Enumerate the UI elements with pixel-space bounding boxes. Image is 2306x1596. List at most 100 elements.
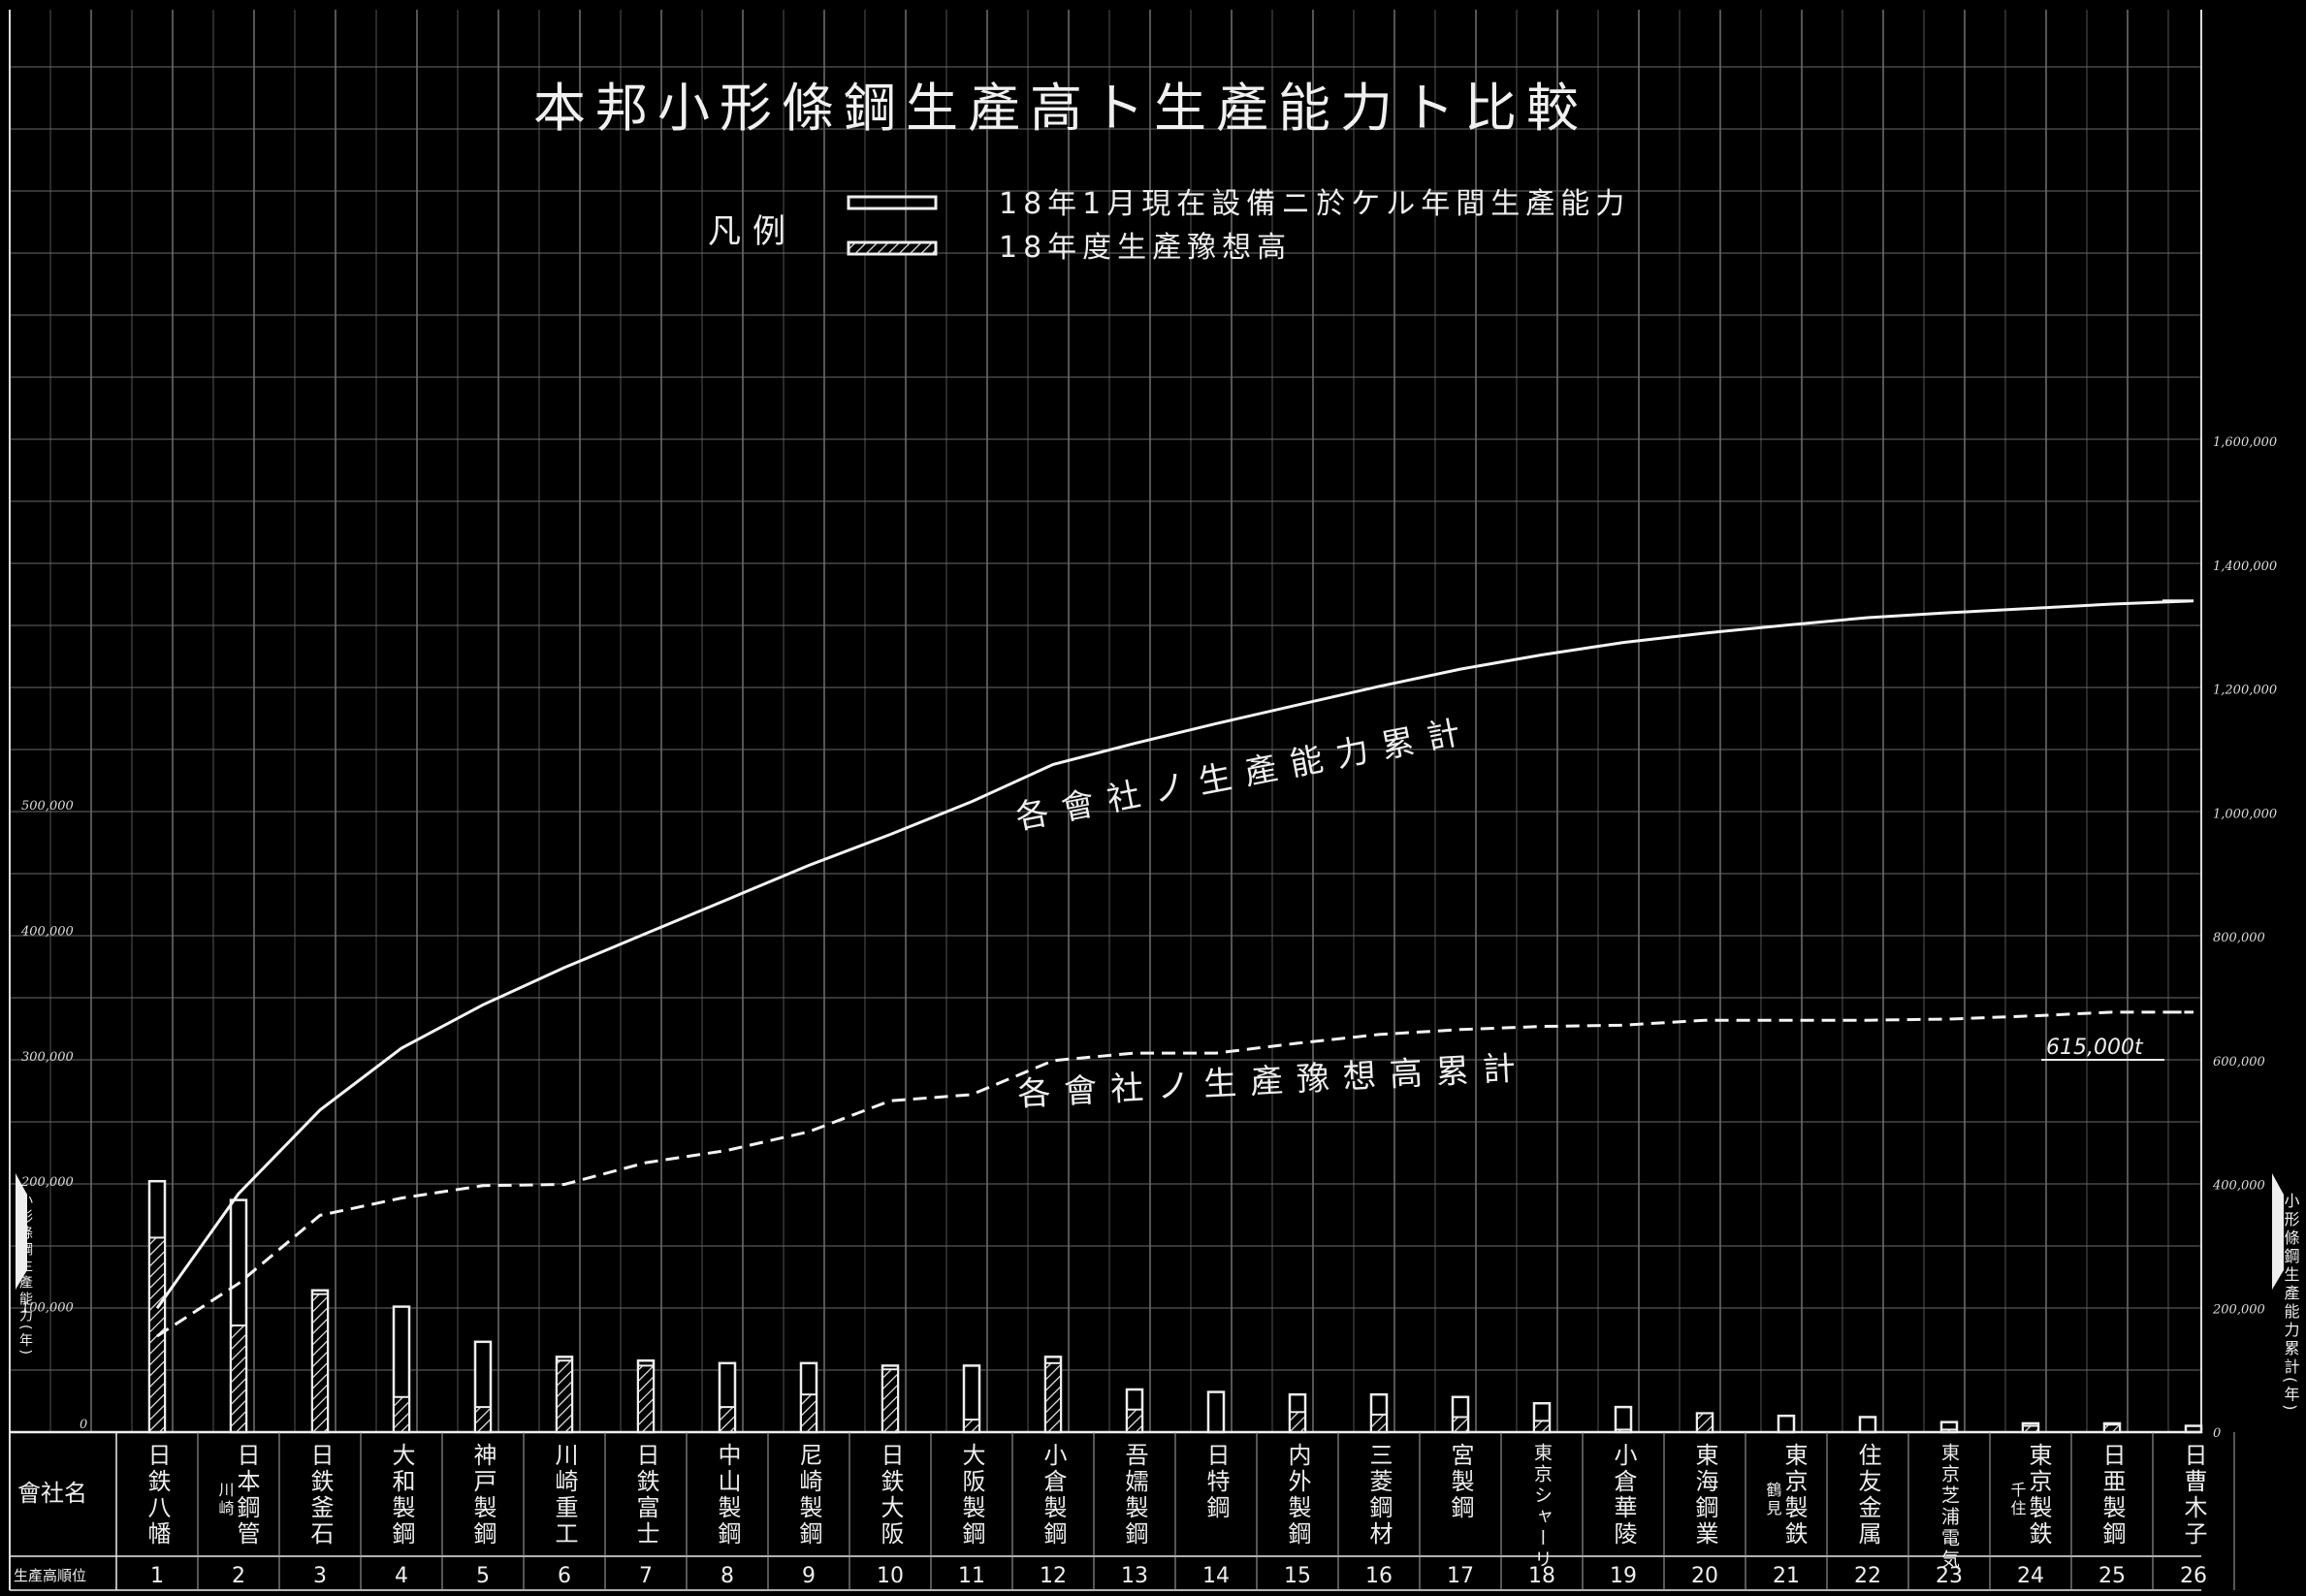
rank-number: 17: [1447, 1564, 1474, 1588]
rank-number: 24: [2017, 1564, 2044, 1588]
rank-number: 19: [1610, 1564, 1637, 1588]
rank-number: 25: [2098, 1564, 2126, 1588]
legend-heading: 凡例: [708, 212, 797, 251]
company-name: 三菱鋼材: [1365, 1443, 1393, 1548]
forecast-bar: [1044, 1361, 1062, 1433]
left-axis-tick-label: 300,000: [21, 1050, 74, 1065]
company-name: 日亜製鋼: [2098, 1443, 2126, 1548]
capacity-bar: [1614, 1405, 1633, 1434]
company-name: 吾嬬製鋼: [1121, 1443, 1148, 1548]
left-axis-zero-label: 0: [80, 1418, 87, 1432]
company-name: 鶴見: [1764, 1482, 1782, 1518]
company-name: 日鉄八幡: [144, 1443, 171, 1548]
capacity-bar: [1858, 1416, 1877, 1434]
company-name: 東京芝浦電気: [1938, 1443, 1960, 1571]
left-axis-tick-label: 400,000: [20, 924, 74, 939]
company-name: 東京シャーリ: [1531, 1443, 1553, 1571]
company-name: 東京製鉄: [2025, 1443, 2052, 1548]
company-name: 千住: [2008, 1482, 2027, 1518]
forecast-bar: [230, 1325, 247, 1434]
company-name: 宮製鋼: [1447, 1443, 1474, 1521]
forecast-bar: [311, 1293, 329, 1434]
rank-number: 10: [877, 1564, 904, 1588]
forecast-bar: [1696, 1412, 1713, 1433]
rank-number: 3: [313, 1564, 327, 1588]
forecast-bar: [474, 1406, 492, 1433]
right-axis-tick-label: 1,600,000: [2213, 435, 2277, 450]
cumulative-forecast-line: [156, 1010, 2194, 1338]
legend-label-forecast: 18年度生產豫想高: [999, 231, 1292, 265]
rank-number: 20: [1691, 1564, 1718, 1588]
left-axis-tick-label: 500,000: [21, 799, 74, 814]
company-name: 川崎: [216, 1482, 235, 1518]
forecast-bar: [800, 1393, 817, 1434]
row-header-rank: 生產高順位: [14, 1567, 86, 1584]
company-name: 中山製鋼: [714, 1443, 741, 1548]
chart-title: 本邦小形條鋼生產高ト生產能力ト比較: [533, 78, 1588, 139]
rank-number: 8: [721, 1564, 734, 1588]
forecast-bar: [637, 1364, 655, 1433]
right-axis-tick-label: 200,000: [2212, 1302, 2265, 1317]
legend-swatch-open: [847, 195, 938, 210]
rank-number: 6: [558, 1564, 571, 1588]
bars: [147, 1179, 2203, 1434]
company-name: 日本鋼管: [233, 1443, 260, 1548]
right-axis-marker: [2272, 1173, 2284, 1290]
row-header-company: 會社名: [17, 1480, 87, 1507]
rank-number: 5: [476, 1564, 490, 1588]
forecast-bar: [1452, 1416, 1469, 1434]
rank-number: 18: [1528, 1564, 1555, 1588]
forecast-bar: [393, 1395, 410, 1433]
forecast-bar: [881, 1368, 899, 1434]
rank-number: 13: [1121, 1564, 1148, 1588]
capacity-bar: [1206, 1390, 1226, 1434]
right-axis-tick-label: 0: [2213, 1426, 2221, 1441]
rank-number: 2: [232, 1564, 245, 1588]
company-name: 東京製鉄: [1780, 1443, 1808, 1548]
company-name: 尼崎製鋼: [795, 1443, 822, 1548]
company-name: 日鉄大阪: [877, 1443, 904, 1548]
company-name: 川崎重工: [551, 1443, 578, 1548]
company-name: 東海鋼業: [1691, 1443, 1718, 1548]
company-name: 日鉄富士: [632, 1443, 659, 1548]
company-name: 小倉製鋼: [1040, 1443, 1067, 1548]
forecast-bar: [1533, 1420, 1551, 1434]
right-axis-tick-label: 800,000: [2213, 931, 2265, 945]
company-name: 日特鋼: [1202, 1443, 1230, 1521]
rank-number: 22: [1854, 1564, 1881, 1588]
rank-number: 7: [639, 1564, 653, 1588]
forecast-bar: [1126, 1408, 1143, 1434]
forecast-bar: [963, 1419, 980, 1434]
company-name: 神戸製鋼: [469, 1443, 496, 1548]
left-axis-tick-label: 200,000: [20, 1175, 74, 1190]
company-name: 日曹木子: [2180, 1443, 2207, 1548]
right-axis-tick-label: 600,000: [2213, 1055, 2265, 1069]
rank-number: 14: [1202, 1564, 1230, 1588]
axes: 100,000 200,000 300,000 400,000 500,000 0 0 200…: [9, 10, 2300, 1590]
right-axis-tick-label: 400,000: [2212, 1179, 2265, 1194]
rank-number: 26: [2180, 1564, 2207, 1588]
cumulative-capacity-line: [155, 599, 2194, 1310]
forecast-bar: [1289, 1411, 1306, 1434]
forecast-bar: [556, 1359, 573, 1433]
company-name: 内外製鋼: [1284, 1443, 1311, 1548]
company-name: 小倉華陵: [1610, 1443, 1637, 1548]
right-axis-tick-label: 1,200,000: [2213, 684, 2277, 698]
company-name: 大阪製鋼: [958, 1443, 985, 1548]
forecast-bar: [719, 1406, 736, 1433]
company-name: 大和製鋼: [388, 1443, 415, 1548]
left-axis-tick-label: 100,000: [21, 1301, 74, 1316]
rank-number: 11: [958, 1564, 985, 1588]
rank-number: 4: [395, 1564, 408, 1588]
company-name: 日鉄釜石: [306, 1443, 334, 1548]
right-axis-tick-label: 1,000,000: [2213, 807, 2277, 821]
rank-number: 21: [1773, 1564, 1800, 1588]
capacity-bar: [1777, 1414, 1796, 1434]
legend-label-capacity: 18年1月現在設備ニ於ケル年間生產能力: [999, 187, 1630, 221]
right-axis-label: 小形條鋼生產能力累計(年): [2282, 1193, 2300, 1413]
rank-number: 16: [1365, 1564, 1393, 1588]
total-annotation: 615,000t: [2046, 1036, 2144, 1060]
